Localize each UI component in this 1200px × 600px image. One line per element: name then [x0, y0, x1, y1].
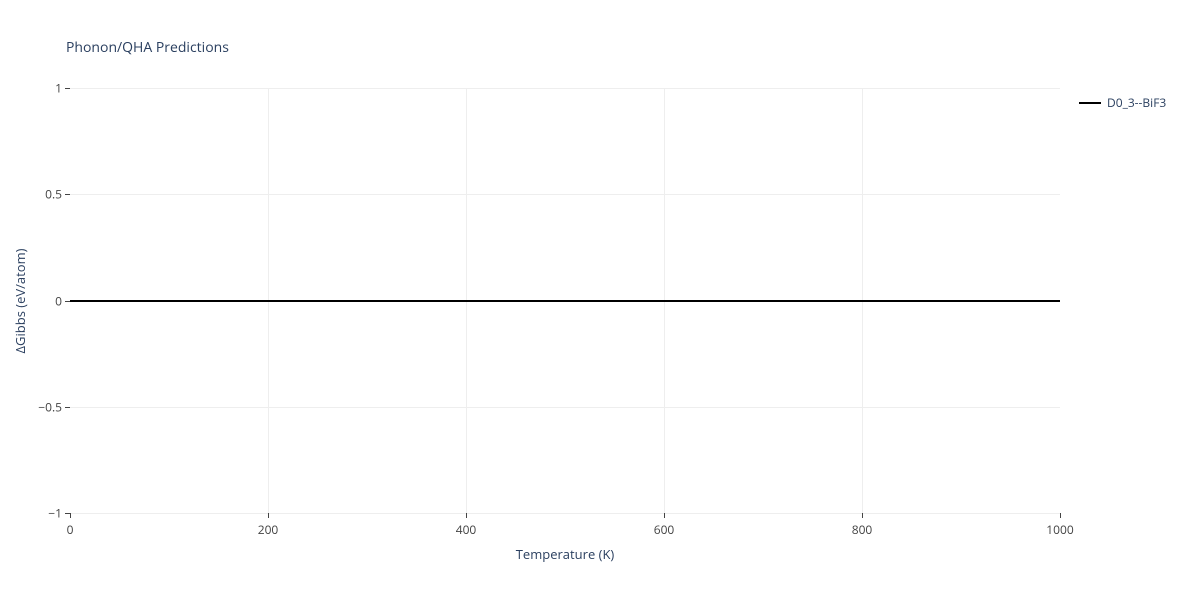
- y-gridline: [70, 407, 1060, 408]
- y-axis-title: ΔGibbs (eV/atom): [11, 248, 29, 353]
- y-tick-mark: [65, 88, 70, 89]
- y-tick-mark: [65, 407, 70, 408]
- x-tick-label: 1000: [1046, 521, 1073, 538]
- x-tick-mark: [466, 513, 467, 518]
- x-tick-label: 400: [456, 521, 477, 538]
- y-gridline: [70, 513, 1060, 514]
- chart-container: Phonon/QHA Predictions Temperature (K) Δ…: [0, 0, 1200, 600]
- x-tick-label: 600: [654, 521, 675, 538]
- y-tick-mark: [65, 301, 70, 302]
- y-tick-label: −0.5: [38, 398, 62, 415]
- legend-label: D0_3--BiF3: [1107, 94, 1166, 111]
- x-tick-label: 200: [258, 521, 279, 538]
- plot-area: [70, 88, 1060, 513]
- chart-title: Phonon/QHA Predictions: [66, 38, 229, 57]
- x-tick-mark: [664, 513, 665, 518]
- x-tick-mark: [1060, 513, 1061, 518]
- y-tick-label: 0: [55, 292, 62, 309]
- legend-swatch: [1079, 102, 1101, 104]
- x-tick-mark: [70, 513, 71, 518]
- series-line[interactable]: [70, 300, 1060, 302]
- x-axis-title: Temperature (K): [516, 545, 615, 563]
- y-tick-label: 0.5: [45, 186, 62, 203]
- y-tick-label: −1: [48, 505, 62, 522]
- y-tick-label: 1: [55, 80, 62, 97]
- y-gridline: [70, 88, 1060, 89]
- x-tick-label: 800: [852, 521, 873, 538]
- legend-item[interactable]: D0_3--BiF3: [1079, 94, 1166, 111]
- x-tick-label: 0: [67, 521, 74, 538]
- legend[interactable]: D0_3--BiF3: [1079, 94, 1166, 111]
- x-tick-mark: [862, 513, 863, 518]
- y-tick-mark: [65, 513, 70, 514]
- y-tick-mark: [65, 194, 70, 195]
- y-gridline: [70, 194, 1060, 195]
- x-tick-mark: [268, 513, 269, 518]
